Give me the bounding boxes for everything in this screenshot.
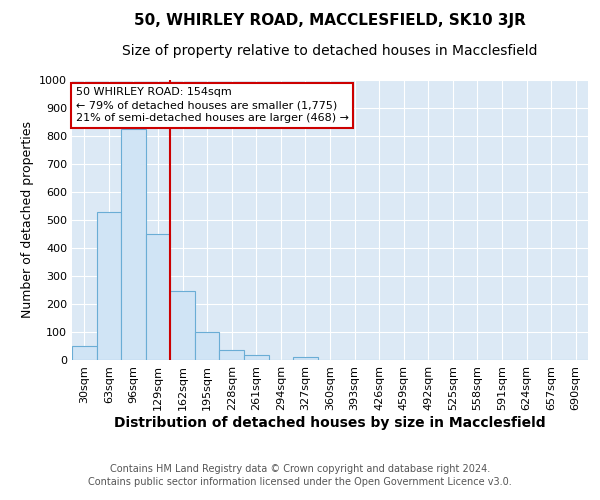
X-axis label: Distribution of detached houses by size in Macclesfield: Distribution of detached houses by size … bbox=[114, 416, 546, 430]
Bar bbox=[195, 332, 220, 360]
Bar bbox=[293, 357, 318, 360]
Bar bbox=[244, 355, 269, 360]
Text: Contains public sector information licensed under the Open Government Licence v3: Contains public sector information licen… bbox=[88, 477, 512, 487]
Bar bbox=[121, 129, 146, 360]
Bar bbox=[170, 292, 195, 360]
Bar bbox=[97, 212, 121, 360]
Y-axis label: Number of detached properties: Number of detached properties bbox=[20, 122, 34, 318]
Text: Contains HM Land Registry data © Crown copyright and database right 2024.: Contains HM Land Registry data © Crown c… bbox=[110, 464, 490, 474]
Text: 50 WHIRLEY ROAD: 154sqm
← 79% of detached houses are smaller (1,775)
21% of semi: 50 WHIRLEY ROAD: 154sqm ← 79% of detache… bbox=[76, 87, 349, 124]
Bar bbox=[72, 346, 97, 360]
Text: 50, WHIRLEY ROAD, MACCLESFIELD, SK10 3JR: 50, WHIRLEY ROAD, MACCLESFIELD, SK10 3JR bbox=[134, 13, 526, 28]
Bar bbox=[220, 350, 244, 360]
Bar bbox=[146, 234, 170, 360]
Text: Size of property relative to detached houses in Macclesfield: Size of property relative to detached ho… bbox=[122, 44, 538, 58]
